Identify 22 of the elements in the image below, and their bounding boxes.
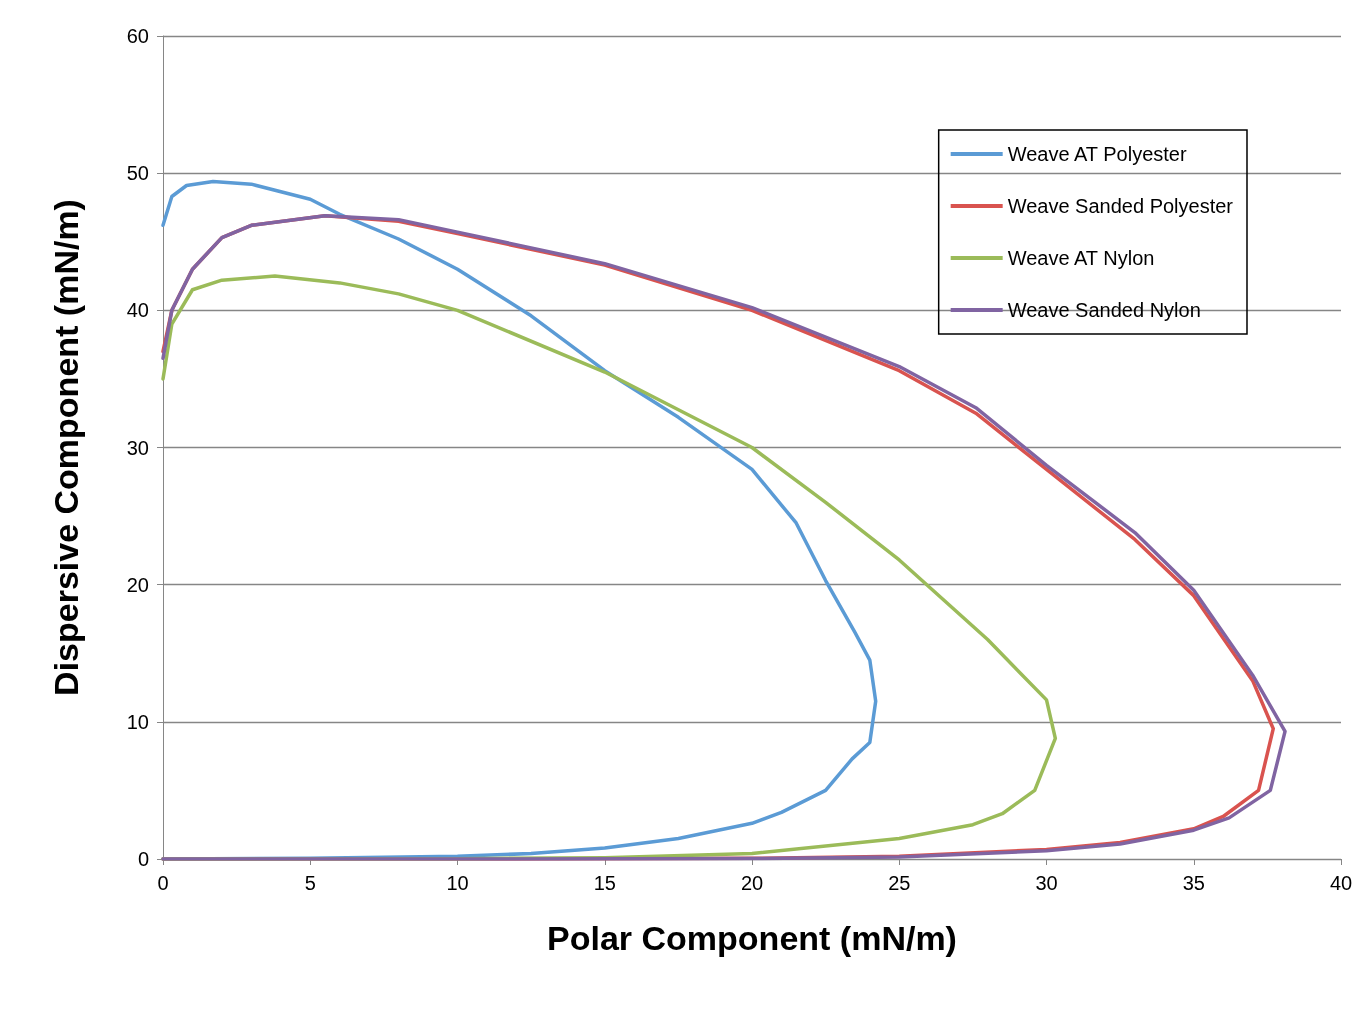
x-tick-label: 10 <box>446 872 469 894</box>
y-tick-label: 60 <box>126 25 149 47</box>
x-tick-label: 40 <box>1329 872 1353 894</box>
legend-label: Weave Sanded Nylon <box>1007 299 1201 321</box>
y-tick-label: 50 <box>126 162 149 185</box>
x-tick-label: 35 <box>1182 872 1205 894</box>
x-tick-label: 20 <box>740 872 764 894</box>
x-tick-label: 5 <box>304 872 316 894</box>
legend-label: Weave AT Polyester <box>1007 143 1187 165</box>
y-tick-label: 0 <box>137 848 149 870</box>
y-tick-label: 30 <box>126 436 149 459</box>
y-tick-label: 40 <box>126 299 149 322</box>
legend-label: Weave AT Nylon <box>1007 247 1155 269</box>
x-tick-label: 25 <box>888 872 911 894</box>
y-tick-label: 20 <box>126 573 149 596</box>
x-axis-title: Polar Component (mN/m) <box>547 919 957 957</box>
x-tick-label: 30 <box>1035 872 1058 894</box>
legend-label: Weave Sanded Polyester <box>1007 195 1234 217</box>
x-tick-label: 0 <box>157 872 169 894</box>
y-tick-label: 10 <box>126 710 149 733</box>
y-axis-title: Dispersive Component (mN/m) <box>47 199 85 696</box>
x-tick-label: 15 <box>593 872 616 894</box>
